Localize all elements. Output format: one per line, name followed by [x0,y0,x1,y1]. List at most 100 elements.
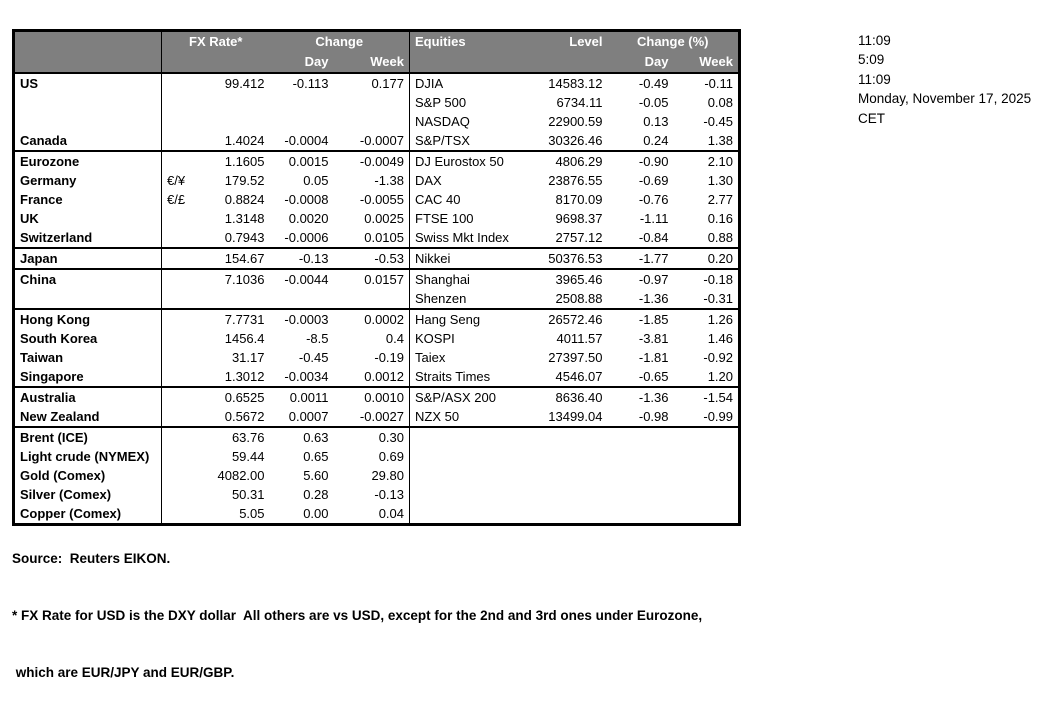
level-header: Level [519,30,608,52]
equity-name-cell: Straits Times [415,369,491,384]
equity-change-week-cell: 0.20 [673,247,740,269]
equity-name-cell [410,466,520,485]
fx-change-day-cell: -0.0044 [269,268,334,289]
fx-pair-cell [161,150,198,171]
equity-name-cell [410,485,520,504]
equity-level-cell: 4806.29 [519,150,608,171]
fx-region-cell [13,93,162,112]
fx-pair-cell [162,466,198,485]
fx-change-day-cell: -0.0008 [284,192,329,207]
table-row: Eurozone 1.1605 0.0015 -0.0049 DJ Eurostox 5… [13,150,740,171]
equity-change-day-cell: -1.85 [607,308,674,329]
fx-rate-cell: 1456.4 [224,331,265,346]
equity-change-week-cell: 2.77 [707,192,733,207]
fx-change-day-cell: 0.0011 [269,386,334,407]
fx-region-cell: US [13,73,162,93]
fx-pair-cell [162,131,198,151]
fx-change-week-cell: 0.0157 [333,268,410,289]
fx-pair-cell [162,348,198,367]
table-row: Taiwan 31.17 -0.45 -0.19 Taiex 27397.50 -1.81 -… [13,348,740,367]
fx-change-week-cell: 0.0105 [333,228,410,248]
equity-change-header: Change (%) [607,30,740,52]
fx-pair-cell [162,93,198,112]
fx-change-week-cell: 0.0010 [333,386,410,407]
table-row: Canada 1.4024 -0.0004 -0.0007 S&P/TSX 30326.4… [13,131,740,151]
fx-rate-cell [198,289,270,309]
fx-change-day-cell [270,112,334,131]
fx-pair-cell [162,289,198,309]
fx-region-cell: Germany [13,171,162,190]
equity-change-day-cell: -0.76 [638,192,669,207]
table-row: Copper (Comex) 5.05 0.00 0.04 [13,504,740,525]
equity-name-cell: CAC 40 [415,192,461,207]
equity-name-cell: Hang Seng [409,308,520,329]
equity-name-cell: KOSPI [415,331,455,346]
fx-change-week-cell: 0.177 [333,73,410,93]
equity-level-cell: 8636.40 [519,386,608,407]
equity-change-day-cell: -0.90 [607,150,674,171]
fx-rate-cell: 7.1036 [197,268,270,289]
fx-pair-cell [162,407,198,427]
fx-rate-cell: 7.7731 [197,308,270,329]
header-row-main: FX Rate* Change Equities Level Change (%… [13,30,740,73]
fx-change-week-cell: -0.13 [333,485,410,504]
fx-region-cell: Light crude (NYMEX) [13,447,162,466]
equity-level-cell: 27397.50 [548,350,603,365]
fx-region-cell: Copper (Comex) [13,504,162,525]
fx-change-week-cell: -0.0027 [333,407,410,427]
fx-rate-cell [198,112,270,131]
equity-change-week-cell: -0.45 [703,114,733,129]
fx-change-week-cell: 0.0012 [333,367,410,387]
table-row: Gold (Comex) 4082.00 5.60 29.80 [13,466,740,485]
fx-pair-cell [162,329,198,348]
fx-region-cell: Canada [13,131,162,151]
date-line: Monday, November 17, 2025 [858,91,1032,107]
equity-level-cell: 8170.09 [555,192,603,207]
table-row: China 7.1036 -0.0044 0.0157 Shanghai 3965.46-… [13,268,740,289]
fx-change-day-cell: 0.65 [303,449,329,464]
equity-name-cell: FTSE 100 [415,211,474,226]
fx-region-cell: UK [13,209,162,228]
equity-change-day-cell: -0.69 [638,173,669,188]
fx-region-cell: Hong Kong [13,308,162,329]
equity-change-week-cell [674,466,740,485]
equity-change-week-cell: 1.20 [707,369,733,384]
equity-change-week-cell [673,426,740,447]
fx-rate-cell: 31.17 [231,350,265,365]
corner-header-cell [13,30,162,73]
fx-region-cell: Eurozone [13,150,162,171]
fx-pair-cell [162,228,198,248]
equity-change-day-cell: -0.65 [638,369,669,384]
equity-change-week-cell: -0.99 [703,409,733,424]
equity-change-week-cell: 1.38 [707,133,733,148]
fx-pair-cell: €/£ [167,192,186,207]
timestamp-block: 11:09 5:09 11:09 Monday, November 17, 20… [858,31,1031,128]
equity-name-cell: DAX [415,173,442,188]
equity-name-cell: DJ Eurostox 50 [409,150,520,171]
equity-level-cell [520,466,608,485]
fx-pair-cell [162,73,198,93]
fx-change-week-cell: 0.0025 [333,209,410,228]
table-row: Silver (Comex) 50.31 0.28 -0.13 [13,485,740,504]
equity-change-day-cell: 0.24 [643,133,669,148]
equity-change-week-cell: -1.54 [673,386,740,407]
fx-change-day-cell [270,289,334,309]
fx-change-week-cell: -1.38 [333,171,410,190]
equity-level-cell: 13499.04 [548,409,603,424]
fx-change-day-cell: 0.63 [269,426,334,447]
fx-change-week-cell: 0.4 [333,329,410,348]
equities-header: Equities [409,30,520,52]
fx-region-cell [13,289,162,309]
fx-change-week-cell: -0.0007 [333,131,410,151]
fx-rate-cell: 0.6525 [197,386,270,407]
equity-change-week-cell: -0.18 [673,268,740,289]
table-row: Singapore 1.3012 -0.0034 0.0012 Straits Time… [13,367,740,387]
equity-change-day-cell: -1.11 [639,211,669,226]
equity-level-cell: 26572.46 [519,308,608,329]
fx-rate-cell: 0.8824 [224,192,265,207]
fx-rate-cell: 63.76 [197,426,270,447]
fx-rate-cell: 154.67 [197,247,270,269]
equity-name-cell [410,447,520,466]
equity-name-cell: S&P 500 [415,95,467,110]
table-row: Light crude (NYMEX) 59.44 0.65 0.69 [13,447,740,466]
